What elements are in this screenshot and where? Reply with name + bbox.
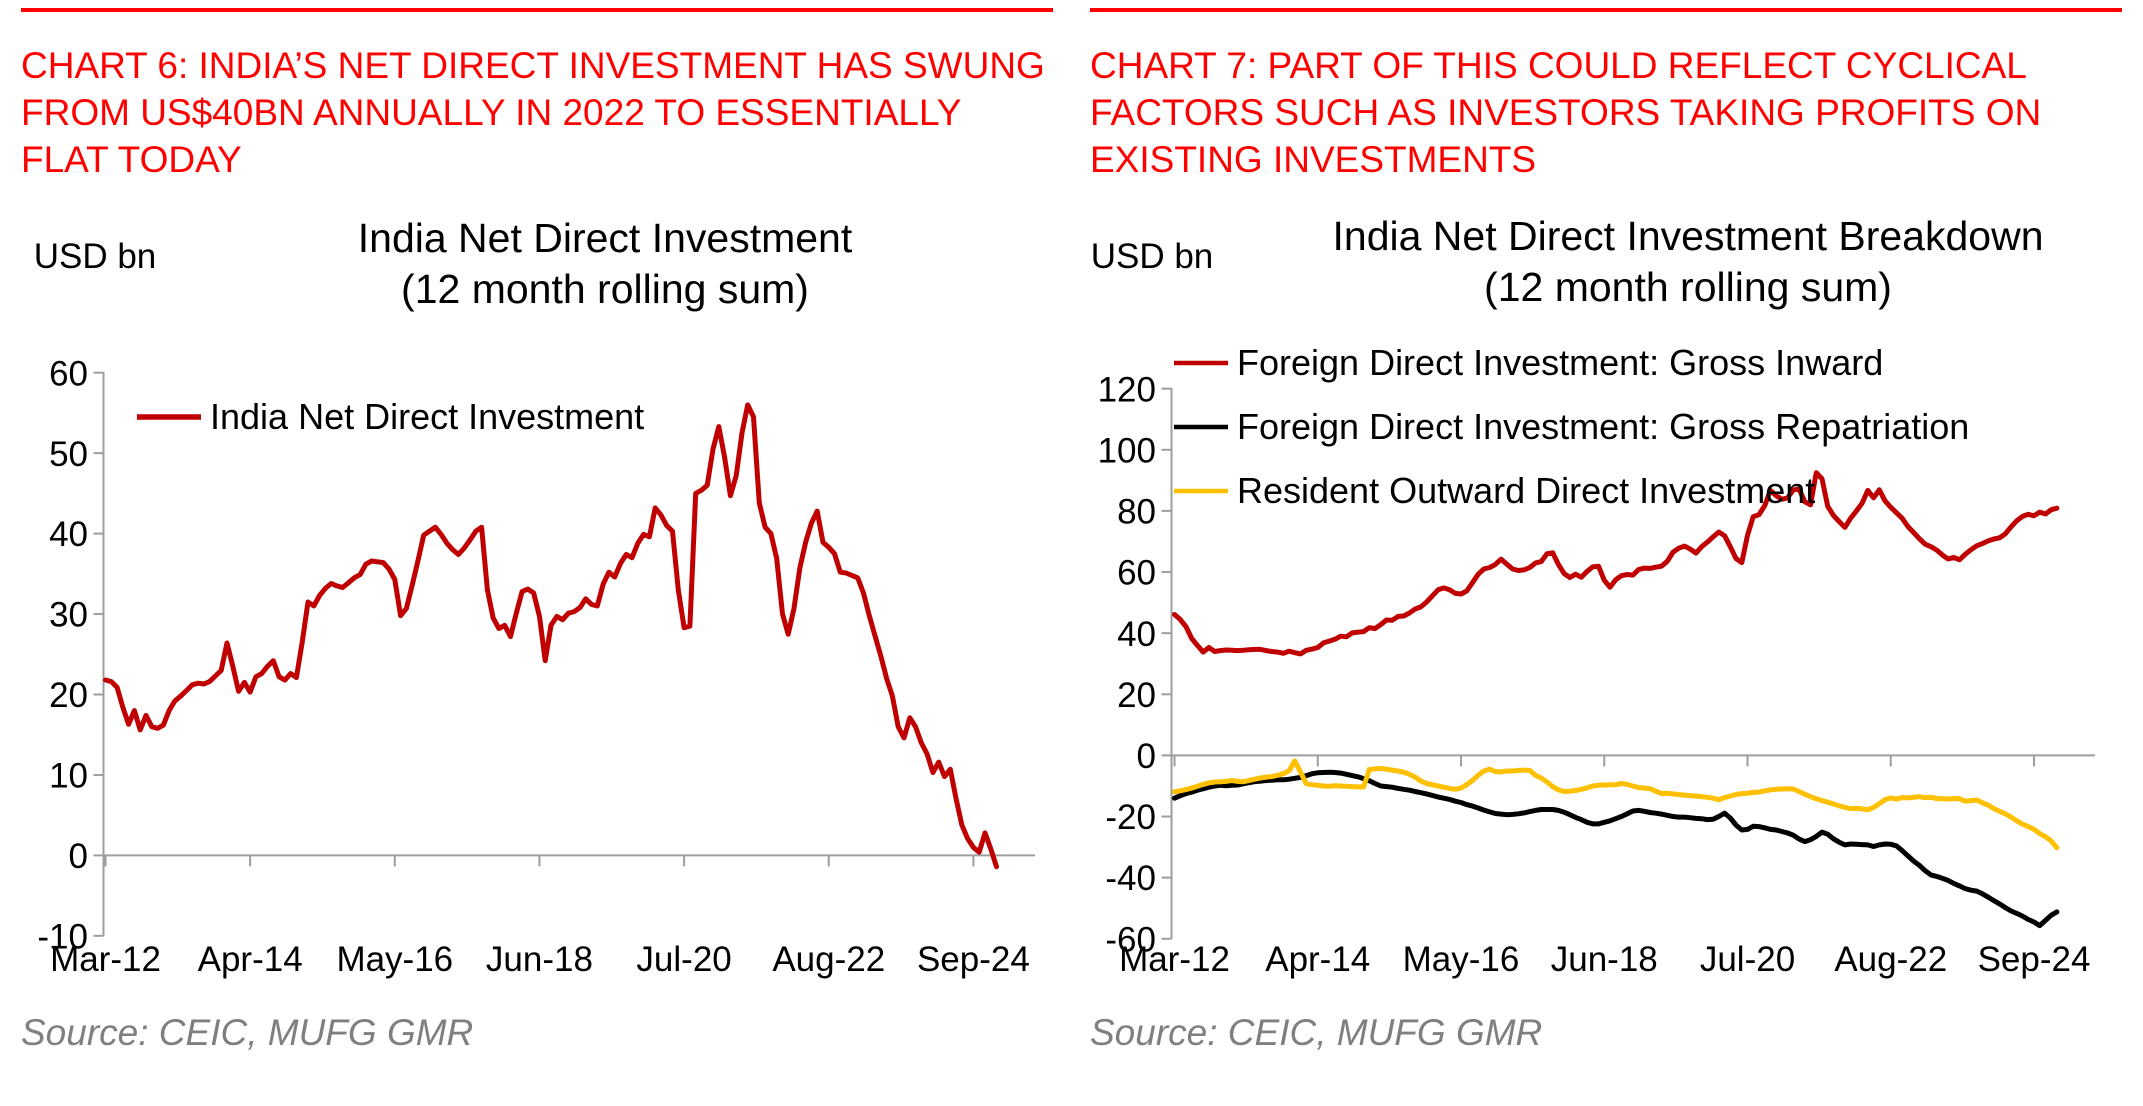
chart-7: India Net Direct Investment Breakdown (12…	[1091, 213, 2095, 979]
y-axis-label: 40	[49, 515, 88, 554]
chart7-source: Source: CEIC, MUFG GMR	[1090, 1012, 1543, 1053]
left-top-rule	[21, 8, 1053, 12]
y-axis-label: 40	[1117, 615, 1156, 654]
y-axis-label: 20	[49, 676, 88, 715]
chart-6: India Net Direct Investment (12 month rol…	[34, 215, 1035, 979]
chart6-header: CHART 6: INDIA’S NET DIRECT INVESTMENT H…	[21, 45, 1045, 180]
series-line-0	[103, 402, 999, 870]
x-axis-label: Aug-22	[772, 940, 885, 979]
x-axis-label: Sep-24	[917, 940, 1030, 979]
x-axis-label: Jul-20	[1700, 940, 1795, 979]
y-axis-label: -10	[37, 917, 88, 956]
y-axis-label: 60	[49, 354, 88, 393]
y-axis-label: 60	[1117, 554, 1156, 593]
legend-label-2: Resident Outward Direct Investment	[1237, 470, 1815, 511]
y-axis-label: 20	[1117, 676, 1156, 715]
legend-label-1: Foreign Direct Investment: Gross Repatri…	[1237, 406, 1969, 447]
series-line-2	[1172, 758, 2060, 851]
series-line-0	[1172, 470, 2060, 657]
x-axis-label: May-16	[336, 940, 453, 979]
chart-title-line2: (12 month rolling sum)	[1484, 264, 1892, 310]
y-axis-unit-label: USD bn	[34, 237, 157, 276]
y-axis-label: 50	[49, 435, 88, 474]
y-axis-label: 0	[1137, 737, 1156, 776]
y-axis-label: -40	[1105, 859, 1156, 898]
x-axis-label: Mar-12	[50, 940, 161, 979]
y-axis-label: -20	[1105, 798, 1156, 837]
chart7-header: CHART 7: PART OF THIS COULD REFLECT CYCL…	[1090, 45, 2042, 180]
y-axis-label: 30	[49, 596, 88, 635]
x-axis-label: Sep-24	[1978, 940, 2091, 979]
x-axis-label: Aug-22	[1834, 940, 1947, 979]
y-axis-label: 0	[69, 837, 88, 876]
x-axis-label: Mar-12	[1119, 940, 1230, 979]
x-axis-label: May-16	[1403, 940, 1520, 979]
chart-title-line1: India Net Direct Investment	[358, 215, 853, 261]
series-line-1	[1172, 769, 2060, 929]
y-axis-label: 120	[1098, 370, 1156, 409]
x-axis-label: Apr-14	[198, 940, 303, 979]
x-axis-label: Apr-14	[1265, 940, 1370, 979]
x-axis-label: Jul-20	[636, 940, 731, 979]
legend-label-0: Foreign Direct Investment: Gross Inward	[1237, 342, 1883, 383]
chart-title-line2: (12 month rolling sum)	[401, 266, 809, 312]
y-axis-label: -60	[1105, 920, 1156, 959]
y-axis-label: 10	[49, 757, 88, 796]
right-top-rule	[1090, 8, 2122, 12]
chart-title-line1: India Net Direct Investment Breakdown	[1333, 213, 2044, 259]
x-axis-label: Jun-18	[1551, 940, 1658, 979]
y-axis-unit-label: USD bn	[1091, 237, 1214, 276]
chart6-source: Source: CEIC, MUFG GMR	[21, 1012, 474, 1053]
x-axis-label: Jun-18	[486, 940, 593, 979]
legend-label-0: India Net Direct Investment	[210, 396, 644, 437]
y-axis-label: 80	[1117, 493, 1156, 532]
y-axis-label: 100	[1098, 431, 1156, 470]
